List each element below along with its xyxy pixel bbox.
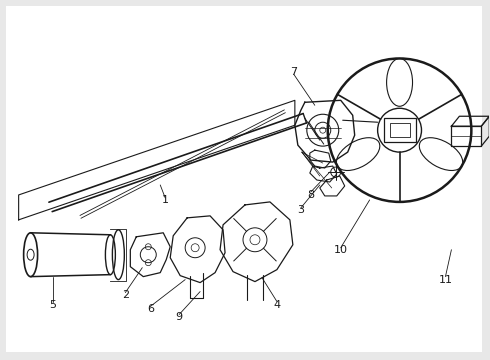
Text: 2: 2 xyxy=(122,289,129,300)
Text: 10: 10 xyxy=(334,245,348,255)
FancyBboxPatch shape xyxy=(6,6,482,352)
Text: 5: 5 xyxy=(49,300,56,310)
Text: 9: 9 xyxy=(175,312,183,323)
Text: 4: 4 xyxy=(273,300,280,310)
Text: 6: 6 xyxy=(147,305,154,315)
Text: 8: 8 xyxy=(307,190,315,200)
Text: 11: 11 xyxy=(439,275,452,285)
Text: 7: 7 xyxy=(290,67,297,77)
Text: 1: 1 xyxy=(162,195,169,205)
Text: 3: 3 xyxy=(297,205,304,215)
